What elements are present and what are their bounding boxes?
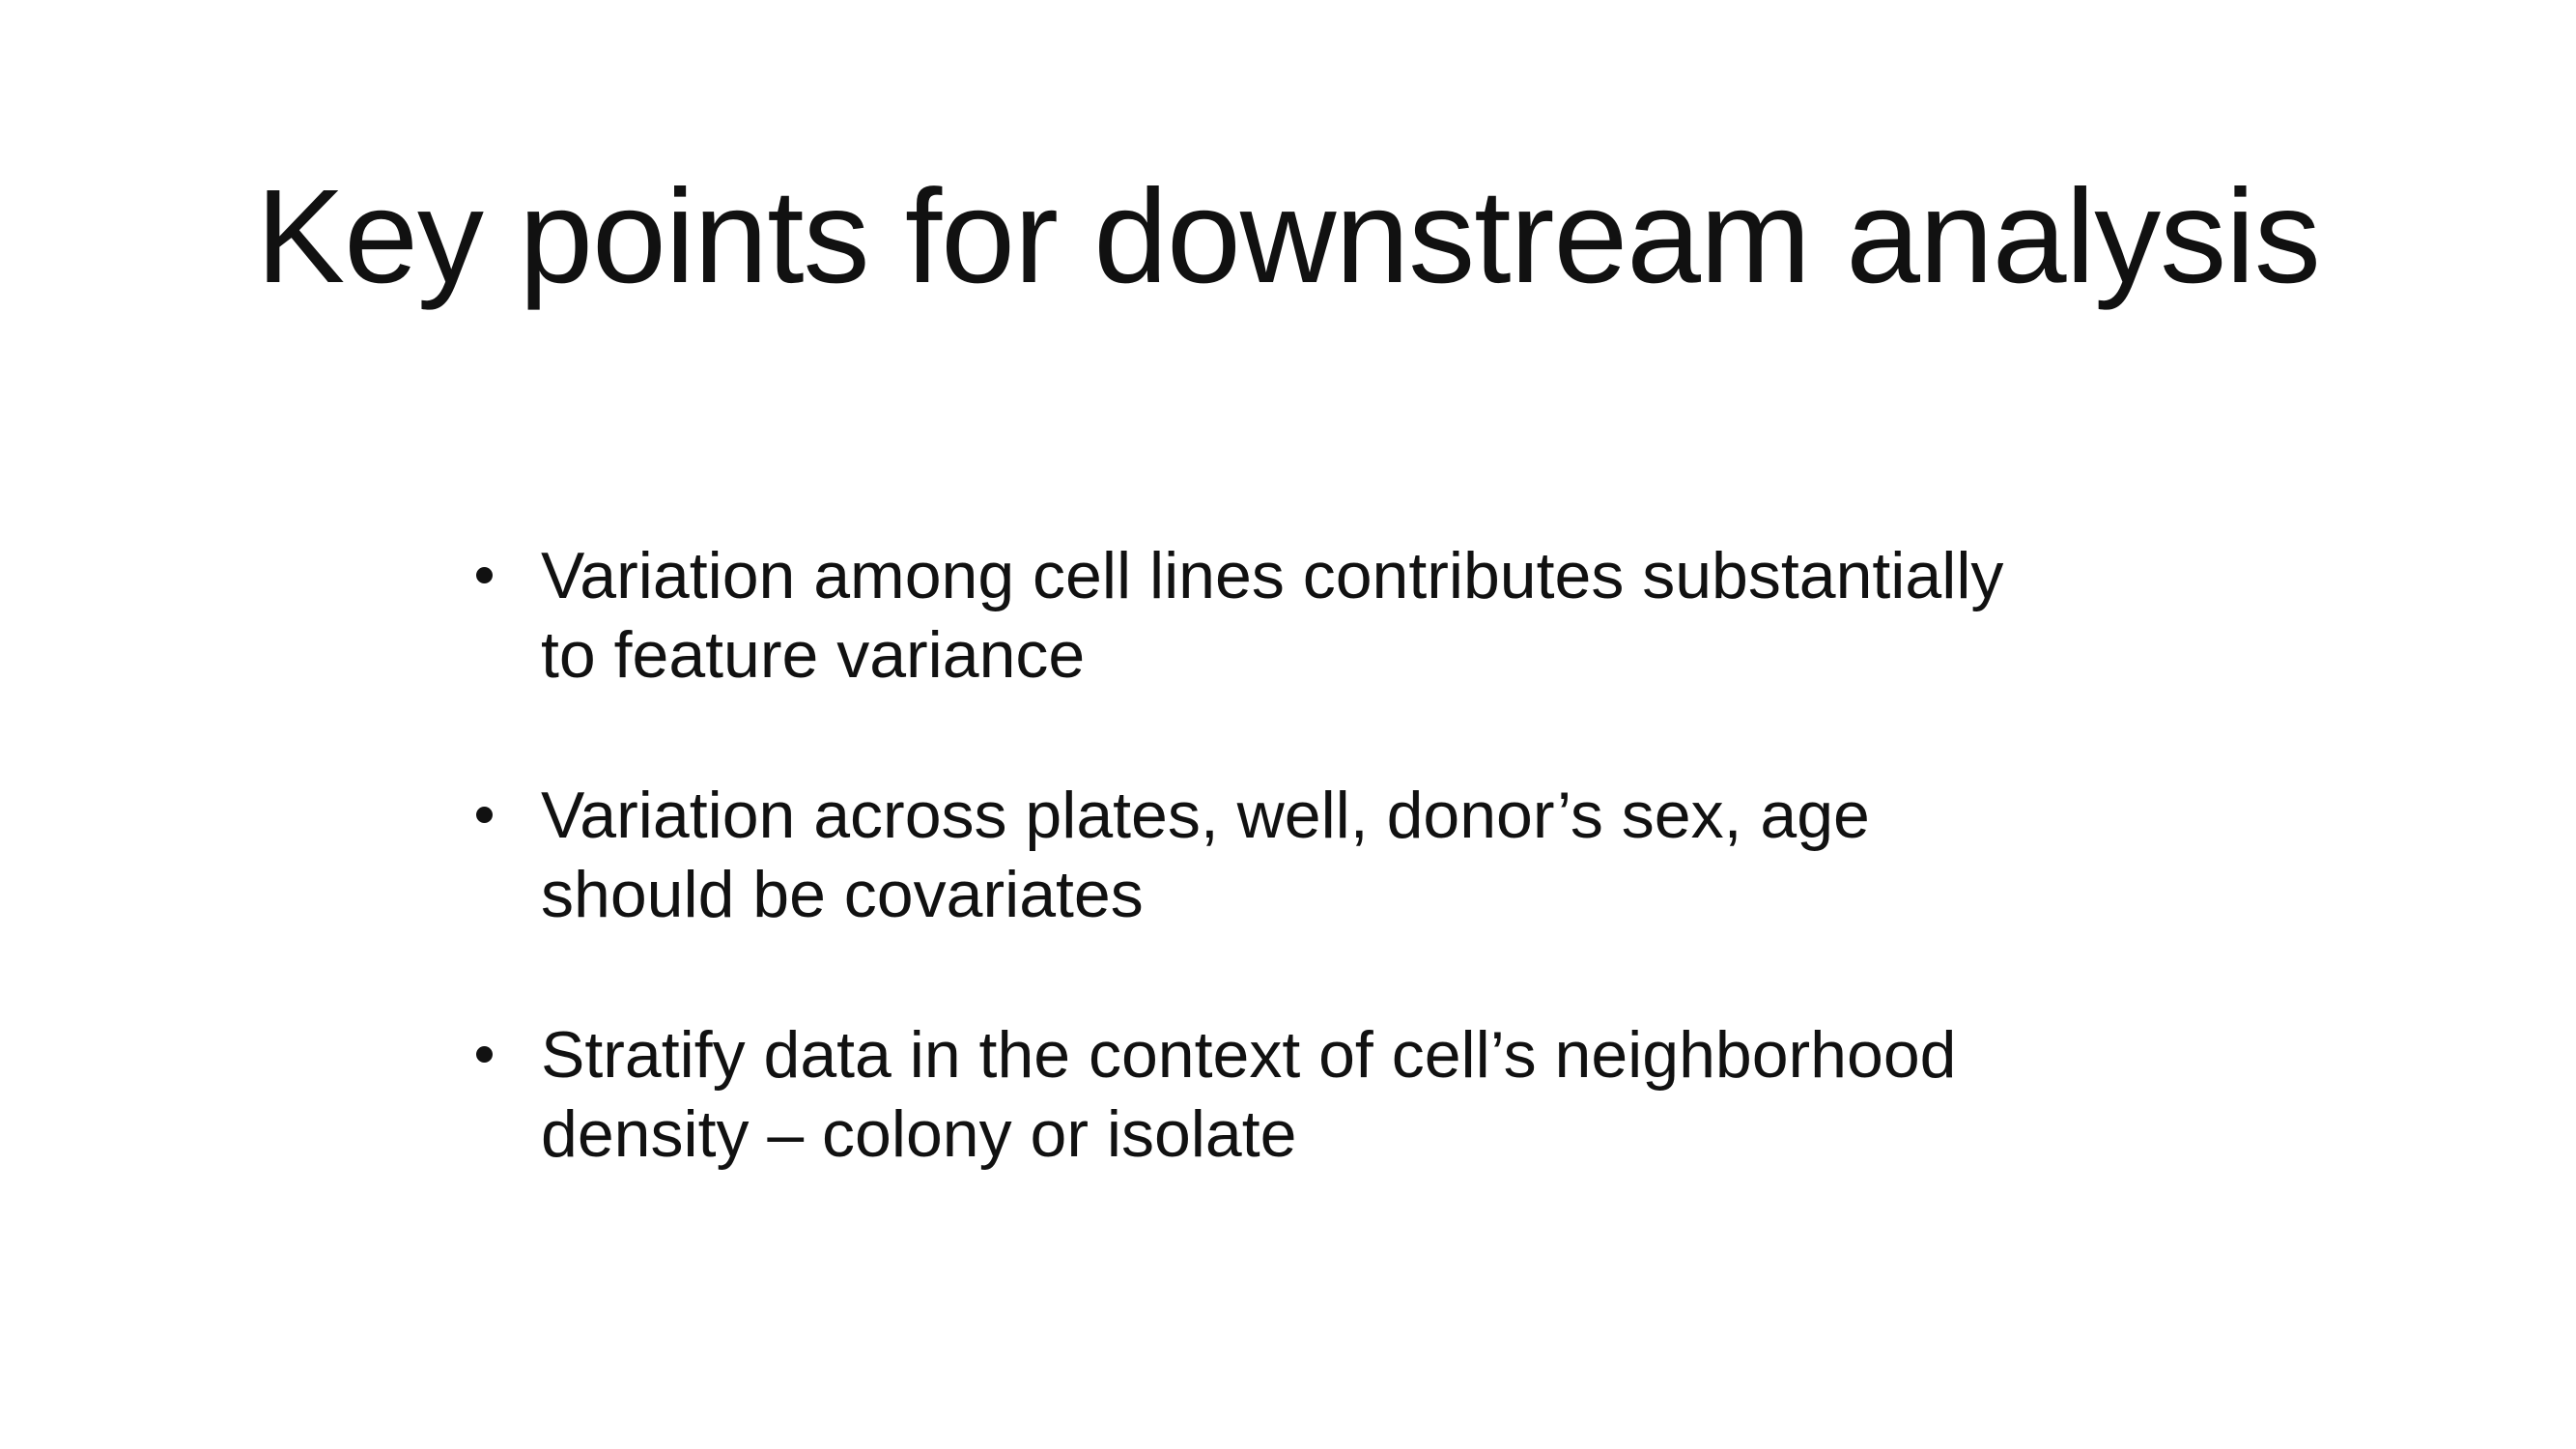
bullet-text-line: Variation among cell lines contributes s… — [541, 539, 2004, 612]
bullet-dot-icon — [476, 567, 493, 583]
bullet-dot-icon — [476, 807, 493, 823]
bullet-text-line: should be covariates — [541, 858, 1144, 931]
bullet-text-line: to feature variance — [541, 618, 1086, 692]
bullet-dot-icon — [476, 1046, 493, 1063]
bullet-item: Stratify data in the context of cell’s n… — [473, 1015, 2212, 1174]
bullet-text-line: Variation across plates, well, donor’s s… — [541, 779, 1870, 852]
bullet-text-line: density – colony or isolate — [541, 1097, 1297, 1171]
bullet-item: Variation across plates, well, donor’s s… — [473, 776, 2212, 934]
slide-title: Key points for downstream analysis — [256, 162, 2321, 311]
bullet-item: Variation among cell lines contributes s… — [473, 536, 2212, 695]
bullet-text-line: Stratify data in the context of cell’s n… — [541, 1018, 1957, 1092]
bullet-list: Variation among cell lines contributes s… — [473, 536, 2212, 1255]
